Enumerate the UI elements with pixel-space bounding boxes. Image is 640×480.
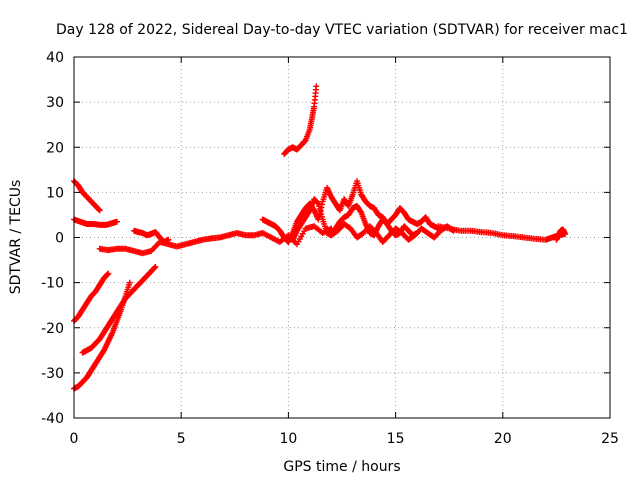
x-tick-label: 10 xyxy=(279,431,297,447)
y-axis-label: SDTVAR / TECUs xyxy=(8,180,24,295)
y-tick-label: 40 xyxy=(46,50,64,66)
x-tick-label: 20 xyxy=(494,431,512,447)
series-arc-13 xyxy=(553,226,568,243)
data-point xyxy=(152,263,159,270)
y-tick-label: -40 xyxy=(41,411,64,427)
data-point xyxy=(313,83,320,90)
y-tick-label: 30 xyxy=(46,95,64,111)
data-point xyxy=(104,271,111,278)
data-point xyxy=(105,270,112,277)
y-tick-label: 20 xyxy=(46,140,64,156)
series-arc-2 xyxy=(71,216,120,228)
series-arc-5 xyxy=(79,263,159,356)
series-arc-4 xyxy=(71,279,133,392)
x-tick-label: 15 xyxy=(387,431,405,447)
y-tick-label: 10 xyxy=(46,185,64,201)
data-point xyxy=(151,264,158,271)
y-tick-label: -30 xyxy=(41,366,64,382)
x-tick-label: 5 xyxy=(177,431,186,447)
data-point xyxy=(314,199,321,206)
data-point xyxy=(113,218,120,225)
data-point xyxy=(357,208,364,215)
chart-title: Day 128 of 2022, Sidereal Day-to-day VTE… xyxy=(56,22,628,38)
data-point xyxy=(306,208,313,215)
y-tick-label: 0 xyxy=(55,231,64,247)
data-points xyxy=(71,83,568,392)
data-point xyxy=(96,206,103,213)
axis-ticks: 0 5 10 15 20 25 -40 -30 -20 -10 0 10 20 30 40 xyxy=(41,50,619,447)
data-point xyxy=(165,236,172,243)
x-axis-label: GPS time / hours xyxy=(283,459,400,475)
data-point xyxy=(96,207,103,214)
series-arc-9 xyxy=(259,178,442,246)
x-tick-label: 25 xyxy=(601,431,619,447)
grid xyxy=(74,57,610,418)
series-arc-8 xyxy=(281,83,320,158)
y-tick-label: -20 xyxy=(41,321,64,337)
series-arc-7 xyxy=(131,227,172,246)
series-arc-12 xyxy=(435,223,568,243)
series-arc-3 xyxy=(71,270,112,324)
data-point xyxy=(126,279,133,286)
data-point xyxy=(561,230,568,237)
y-tick-label: -10 xyxy=(41,276,64,292)
x-tick-label: 0 xyxy=(70,431,79,447)
series-arc-1 xyxy=(71,178,103,214)
